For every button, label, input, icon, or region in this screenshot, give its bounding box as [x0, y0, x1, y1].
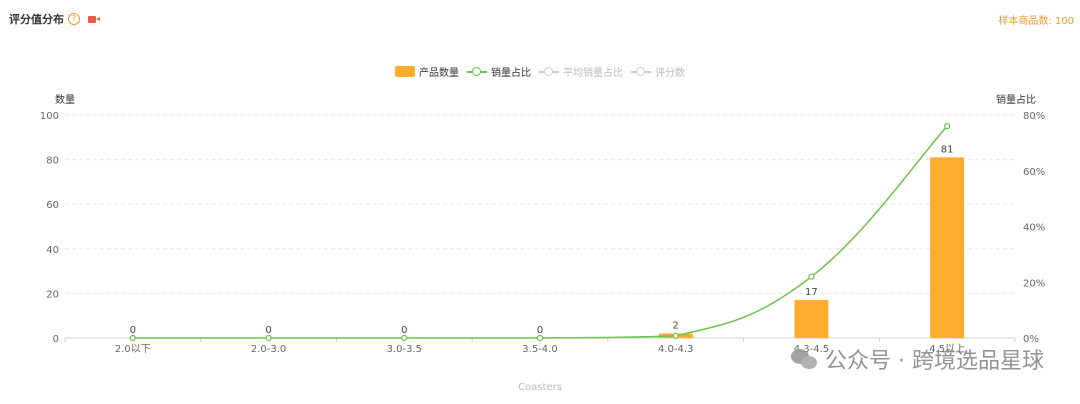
bar-data-label: 0: [537, 325, 543, 336]
sample-count: 样本商品数: 100: [998, 16, 1074, 27]
line-point: [672, 332, 679, 339]
wechat-icon: [791, 347, 819, 371]
legend-label: 产品数量: [419, 68, 459, 79]
legend-label: 评分数: [655, 68, 685, 79]
bar-data-label: 0: [130, 325, 136, 336]
bar-data-label: 17: [805, 287, 818, 298]
x-axis-label: Coasters: [518, 382, 562, 393]
chart-title-text: 评分值分布: [9, 13, 64, 26]
legend-item-avg-sales-share[interactable]: 平均销量占比: [539, 64, 623, 79]
bar-data-label: 0: [401, 325, 407, 336]
y-tick-label: 60: [46, 200, 59, 211]
x-tick-label: 4.5以上: [929, 343, 965, 355]
y-tick-label: 40: [46, 245, 59, 256]
video-icon[interactable]: [88, 15, 100, 23]
x-tick-label: 3.5-4.0: [522, 344, 557, 355]
y-tick-label: 20: [46, 289, 59, 300]
y-right-tick-label: 0%: [1023, 334, 1039, 345]
y-tick-label: 80: [46, 156, 59, 167]
watermark: 公众号 · 跨境选品星球: [791, 343, 1044, 375]
y-right-tick-label: 80%: [1023, 111, 1045, 122]
bar-data-label: 0: [265, 325, 271, 336]
line-point: [401, 334, 408, 342]
line-point: [808, 273, 815, 280]
x-tick-label: 4.3-4.5: [794, 344, 829, 355]
y-right-tick-label: 60%: [1023, 167, 1045, 178]
watermark-text: 公众号 · 跨境选品星球: [825, 349, 1044, 374]
y-axis-right-label: 销量占比: [996, 95, 1036, 106]
line-swatch-icon: [631, 66, 651, 77]
legend-item-sales-share[interactable]: 销量占比: [467, 64, 531, 79]
y-tick-label: 0: [53, 334, 59, 345]
legend: 产品数量 销量占比 平均销量占比 评分数: [0, 64, 1080, 79]
bar: [930, 157, 965, 338]
x-tick-label: 4.0-4.3: [658, 344, 693, 355]
bar-data-label: 81: [941, 144, 954, 155]
line-point: [536, 334, 544, 342]
x-tick-label: 2.0以下: [115, 344, 151, 355]
legend-item-rating-count[interactable]: 评分数: [631, 64, 685, 79]
line-point: [265, 334, 272, 342]
bar-swatch-icon: [395, 66, 415, 77]
chart-title: 评分值分布 ?: [9, 11, 100, 27]
line-swatch-icon: [467, 66, 487, 77]
bar-data-label: 2: [673, 321, 679, 332]
y-tick-label: 100: [40, 111, 59, 122]
x-tick-label: 3.0-3.5: [387, 344, 422, 355]
x-tick-label: 2.0-3.0: [251, 344, 286, 355]
bar: [794, 300, 829, 338]
legend-label: 销量占比: [491, 68, 531, 79]
line-swatch-icon: [539, 66, 559, 77]
line-point: [944, 123, 951, 130]
legend-item-product-count[interactable]: 产品数量: [395, 64, 459, 79]
y-right-tick-label: 40%: [1023, 223, 1045, 234]
line-point: [129, 334, 136, 342]
legend-label: 平均销量占比: [563, 68, 623, 79]
y-right-tick-label: 20%: [1023, 278, 1045, 289]
help-icon[interactable]: ?: [68, 13, 80, 25]
y-axis-left-label: 数量: [55, 95, 75, 106]
